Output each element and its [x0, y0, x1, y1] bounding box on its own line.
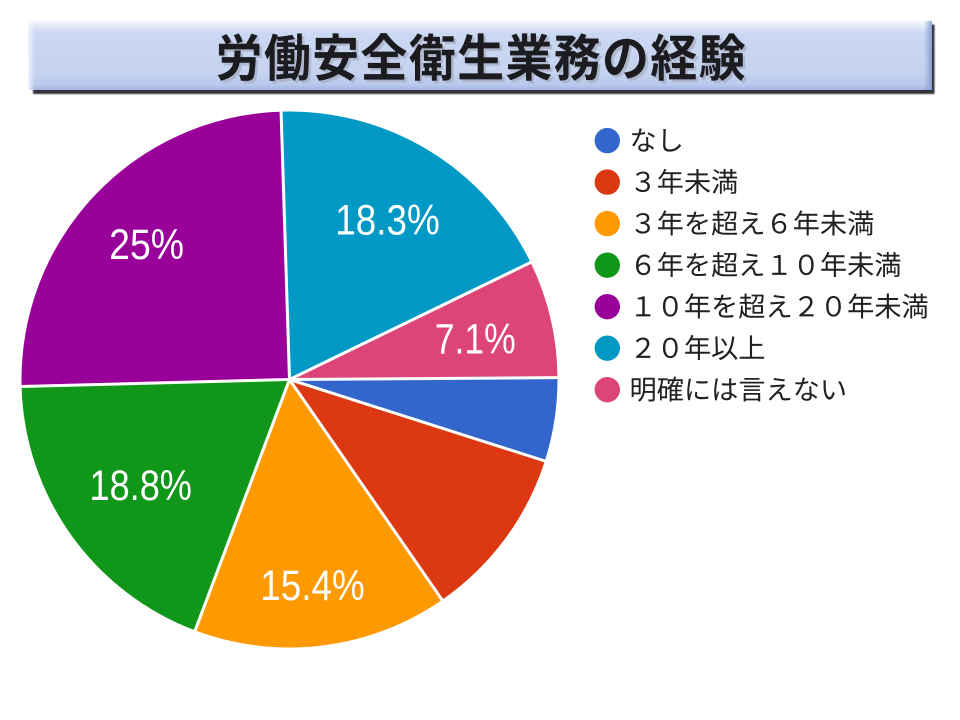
svg-text:7.1%: 7.1% [435, 316, 516, 364]
svg-text:15.4%: 15.4% [260, 562, 364, 610]
svg-text:25%: 25% [109, 221, 184, 269]
svg-text:18.8%: 18.8% [90, 462, 192, 510]
svg-text:18.3%: 18.3% [335, 196, 439, 244]
